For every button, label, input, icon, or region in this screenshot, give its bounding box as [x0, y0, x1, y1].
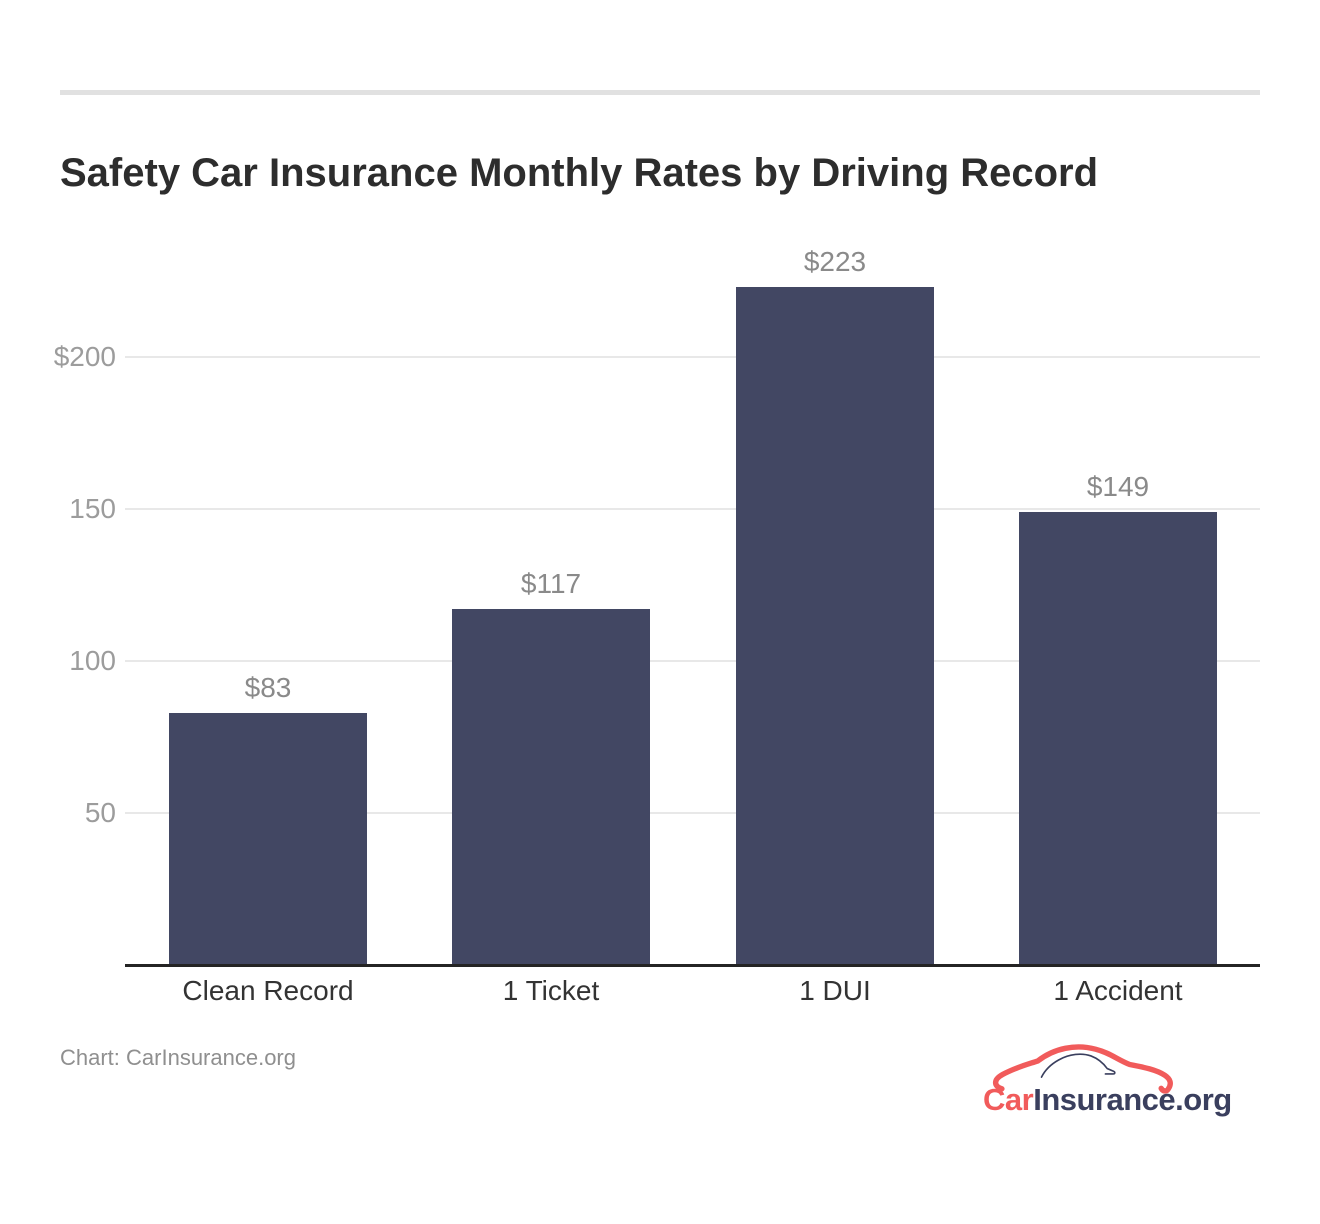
gridline-100	[125, 660, 1260, 662]
gridline-150	[125, 508, 1260, 510]
chart-title: Safety Car Insurance Monthly Rates by Dr…	[60, 151, 1099, 195]
value-label-1-ticket: $117	[520, 568, 582, 599]
value-label-1-accident: $149	[1086, 471, 1150, 502]
ytick-label-200: $200	[53, 341, 116, 372]
category-label-1-dui: 1 DUI	[799, 975, 871, 1006]
top-divider	[60, 90, 1260, 95]
ytick-label-100: 100	[69, 645, 116, 676]
chart-source-credit: Chart: CarInsurance.org	[60, 1045, 296, 1070]
category-label-1-accident: 1 Accident	[1053, 975, 1183, 1006]
bar-1-dui	[736, 287, 934, 965]
bar-1-ticket	[452, 609, 650, 965]
category-label-1-ticket: 1 Ticket	[502, 975, 600, 1006]
logo-word-insurance-org: Insurance.org	[1033, 1082, 1232, 1117]
bar-clean-record	[169, 713, 367, 965]
value-label-clean-record: $83	[244, 672, 292, 703]
value-label-1-dui: $223	[803, 246, 867, 277]
car-outline-icon	[992, 1044, 1173, 1094]
category-label-clean-record: Clean Record	[182, 975, 354, 1006]
carinsurance-logo[interactable]: CarInsurance.org	[975, 1042, 1232, 1116]
logo-word-car: Car	[983, 1082, 1034, 1117]
ytick-label-50: 50	[84, 797, 116, 828]
ytick-label-150: 150	[69, 493, 116, 524]
bar-1-accident	[1019, 512, 1217, 965]
gridline-200	[125, 356, 1260, 358]
logo-wordmark: CarInsurance.org	[983, 1083, 1232, 1116]
x-axis-line	[125, 964, 1260, 967]
gridline-50	[125, 812, 1260, 814]
